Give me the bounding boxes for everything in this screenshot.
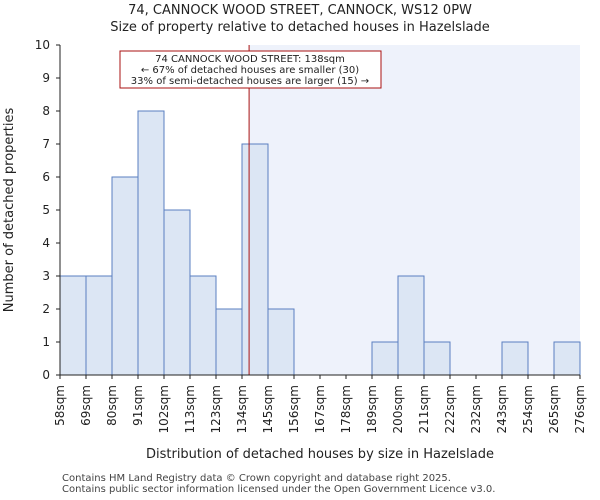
annotation-line-3: 33% of semi-detached houses are larger (… bbox=[131, 76, 369, 87]
x-tick-label: 265sqm bbox=[547, 385, 561, 433]
ticks-layer: 0 1 2 3 4 5 6 7 8 9 10 58sqm 69sqm 80sqm 91sqm 102sqm 11… bbox=[35, 38, 587, 433]
x-tick-label: 276sqm bbox=[573, 385, 587, 433]
annotation-border bbox=[119, 50, 382, 89]
x-tick-label: 69sqm bbox=[79, 385, 93, 426]
footer-licence: Contains public sector information licen… bbox=[62, 484, 496, 495]
bar-211sqm bbox=[423, 341, 451, 376]
bars-layer bbox=[59, 110, 581, 376]
x-tick-label: 91sqm bbox=[131, 385, 145, 426]
y-tick-label: 9 bbox=[42, 71, 50, 85]
x-axis-label: Distribution of detached houses by size … bbox=[146, 447, 494, 462]
bar-58sqm bbox=[59, 275, 87, 376]
x-tick-label: 156sqm bbox=[287, 385, 301, 433]
bar-200sqm bbox=[397, 275, 425, 376]
bar-243sqm bbox=[501, 341, 529, 376]
y-tick-label: 5 bbox=[42, 203, 50, 217]
y-axis-label: Number of detached properties bbox=[2, 108, 17, 313]
bar-189sqm bbox=[371, 341, 399, 376]
y-tick-label: 6 bbox=[42, 170, 50, 184]
x-tick-label: 102sqm bbox=[157, 385, 171, 433]
x-tick-label: 200sqm bbox=[391, 385, 405, 433]
x-tick-label: 189sqm bbox=[365, 385, 379, 433]
x-tick-label: 167sqm bbox=[313, 385, 327, 433]
bar-145sqm bbox=[267, 308, 295, 376]
bar-69sqm bbox=[85, 275, 113, 376]
x-tick-label: 211sqm bbox=[417, 385, 431, 433]
bar-265sqm bbox=[553, 341, 581, 376]
y-tick-label: 3 bbox=[42, 269, 50, 283]
y-tick-label: 8 bbox=[42, 104, 50, 118]
x-tick-label: 123sqm bbox=[209, 385, 223, 433]
annotation-box: 74 CANNOCK WOOD STREET: 138sqm ← 67% of … bbox=[119, 50, 382, 89]
x-tick-label: 113sqm bbox=[183, 385, 197, 433]
bar-123sqm bbox=[215, 308, 243, 376]
y-tick-label: 0 bbox=[42, 368, 50, 382]
chart-subtitle: Size of property relative to detached ho… bbox=[110, 20, 490, 35]
bar-134sqm bbox=[241, 143, 269, 376]
x-tick-label: 134sqm bbox=[235, 385, 249, 433]
x-tick-label: 243sqm bbox=[495, 385, 509, 433]
x-tick-label: 232sqm bbox=[469, 385, 483, 433]
chart-title: 74, CANNOCK WOOD STREET, CANNOCK, WS12 0… bbox=[128, 3, 472, 18]
chart-title-block: 74, CANNOCK WOOD STREET, CANNOCK, WS12 0… bbox=[0, 2, 600, 36]
annotation-line-1: 74 CANNOCK WOOD STREET: 138sqm bbox=[155, 54, 345, 65]
bar-113sqm bbox=[189, 275, 217, 376]
x-tick-label: 254sqm bbox=[521, 385, 535, 433]
bar-80sqm bbox=[111, 176, 139, 376]
x-tick-label: 58sqm bbox=[53, 385, 67, 426]
x-tick-label: 178sqm bbox=[339, 385, 353, 433]
y-tick-label: 1 bbox=[42, 335, 50, 349]
y-tick-label: 2 bbox=[42, 302, 50, 316]
annotation-line-2: ← 67% of detached houses are smaller (30… bbox=[141, 65, 359, 76]
bar-91sqm bbox=[137, 110, 165, 376]
x-tick-label: 145sqm bbox=[261, 385, 275, 433]
bar-102sqm bbox=[163, 209, 191, 376]
x-tick-label: 222sqm bbox=[443, 385, 457, 433]
y-tick-label: 4 bbox=[42, 236, 50, 250]
y-tick-label: 10 bbox=[35, 38, 50, 52]
x-tick-label: 80sqm bbox=[105, 385, 119, 426]
y-tick-label: 7 bbox=[42, 137, 50, 151]
footer-copyright: Contains HM Land Registry data © Crown c… bbox=[62, 473, 451, 484]
